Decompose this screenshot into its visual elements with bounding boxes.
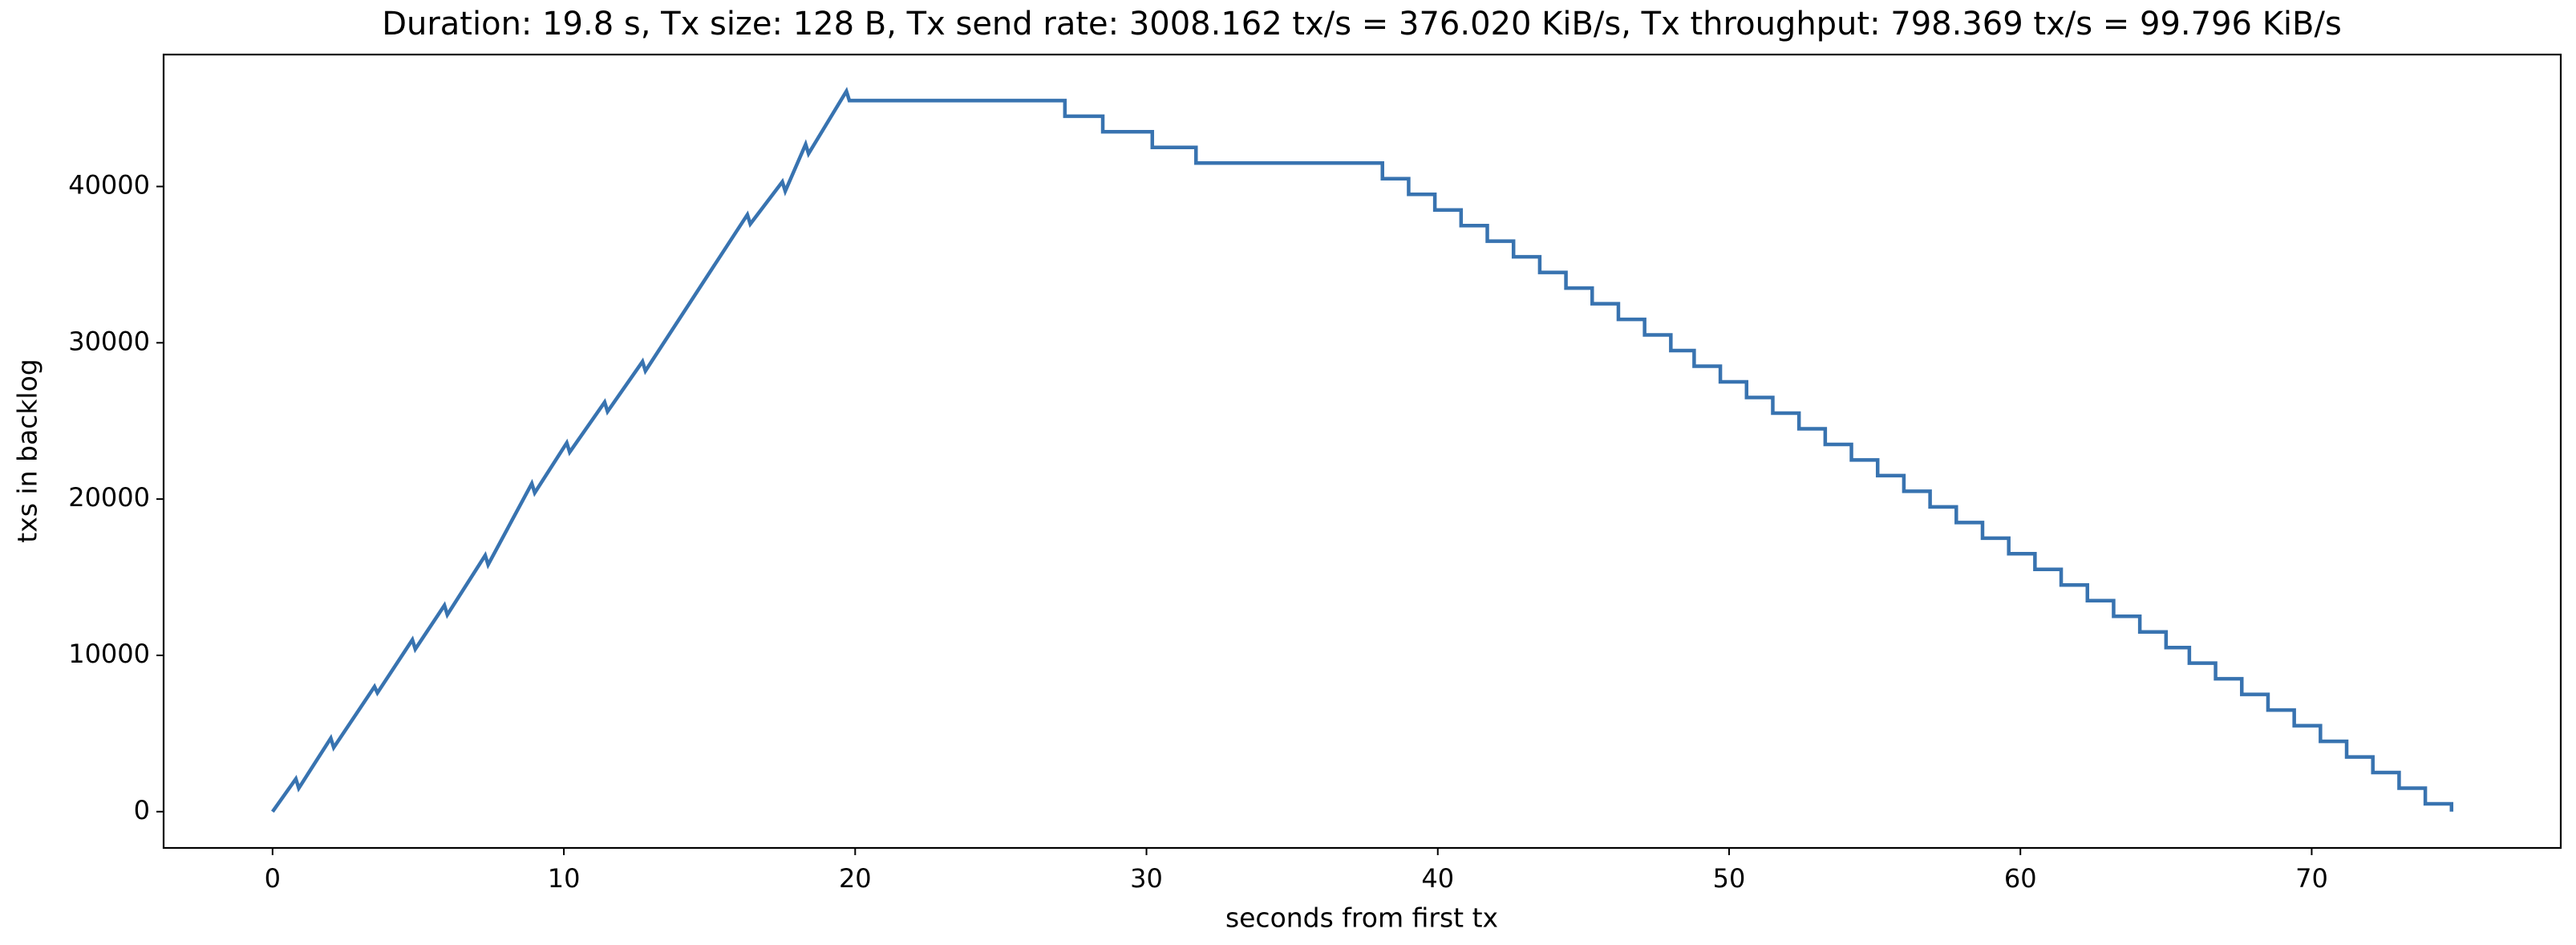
x-tick-label: 70 — [2295, 863, 2328, 894]
x-tick-label: 40 — [1421, 863, 1454, 894]
x-tick-label: 10 — [548, 863, 581, 894]
y-tick-label: 30000 — [68, 326, 150, 356]
data-line — [271, 87, 2454, 813]
x-tick-label: 0 — [265, 863, 281, 894]
y-tick-label: 0 — [134, 795, 150, 825]
chart-title: Duration: 19.8 s, Tx size: 128 B, Tx sen… — [382, 6, 2342, 43]
x-tick-label: 30 — [1130, 863, 1163, 894]
y-tick-label: 10000 — [68, 639, 150, 669]
plot-area: 0 10 20 30 40 50 60 70 0 10000 20000 30000 40000 — [68, 53, 2562, 894]
x-tick-label: 50 — [1713, 863, 1746, 894]
y-tick-label: 40000 — [68, 169, 150, 200]
y-axis-label: txs in backlog — [12, 359, 43, 542]
y-tick-label: 20000 — [68, 482, 150, 513]
axes-frame — [162, 53, 2562, 850]
x-tick-label: 20 — [839, 863, 872, 894]
x-axis-label: seconds from first tx — [1225, 902, 1498, 934]
x-tick-label: 60 — [2004, 863, 2037, 894]
